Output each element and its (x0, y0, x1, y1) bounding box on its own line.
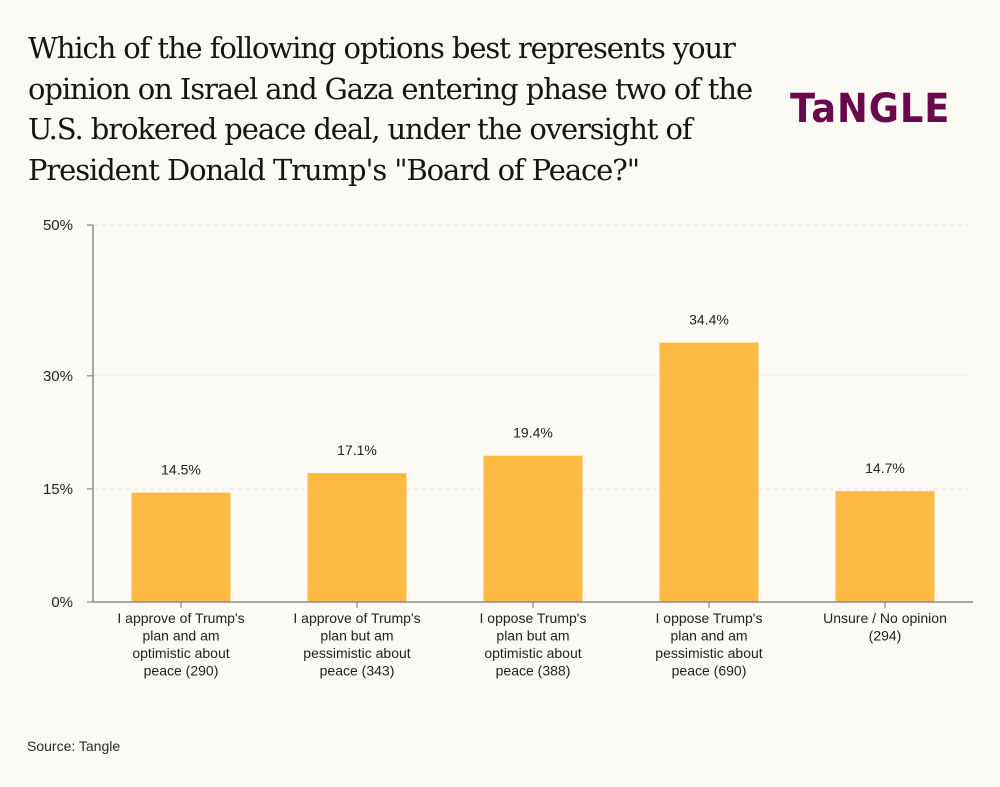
bar-value-label: 34.4% (689, 312, 729, 328)
y-tick-label: 30% (43, 368, 73, 385)
x-category-label-line: I approve of Trump's (117, 610, 244, 626)
bar-value-label: 14.7% (865, 460, 905, 476)
labels: 0% 15% 30% 50% 14.5% I approve of Trump's plan… (43, 217, 947, 679)
x-category-label-line: plan but am (320, 628, 393, 644)
x-category-label: I approve of Trump's plan but am pessimist… (293, 610, 420, 679)
x-category-label-line: optimistic about (484, 645, 581, 661)
x-category-label-line: optimistic about (132, 645, 229, 661)
bar (131, 492, 231, 602)
x-category-label-line: I oppose Trump's (480, 610, 587, 626)
bar-value-label: 19.4% (513, 425, 553, 441)
chart-title: Which of the following options best repr… (28, 31, 753, 187)
x-category-label-line: peace (343) (320, 663, 395, 679)
tangle-logo: TaNGLE (790, 86, 951, 132)
source-note: Source: Tangle (27, 738, 121, 754)
x-category-label-line: plan but am (496, 628, 569, 644)
bar-value-label: 14.5% (161, 462, 201, 478)
x-category-label: Unsure / No opinion (294) (823, 610, 947, 644)
x-category-label-line: pessimistic about (655, 645, 762, 661)
axes (87, 224, 973, 608)
x-category-label-line: peace (690) (672, 663, 747, 679)
x-category-label: I oppose Trump's plan but am optimistic ab… (480, 610, 587, 679)
x-category-label-line: Unsure / No opinion (823, 610, 947, 626)
x-category-label: I oppose Trump's plan and am pessimistic a… (655, 610, 762, 679)
x-category-label-line: peace (290) (144, 663, 219, 679)
x-category-label: I approve of Trump's plan and am optimisti… (117, 610, 244, 679)
y-tick-label: 0% (51, 594, 73, 611)
x-category-label-line: pessimistic about (303, 645, 410, 661)
bar (483, 455, 583, 602)
x-category-label-line: I oppose Trump's (656, 610, 763, 626)
x-category-label-line: (294) (869, 628, 902, 644)
bar (835, 491, 935, 602)
x-category-label-line: peace (388) (496, 663, 571, 679)
bar (659, 342, 759, 602)
bars (131, 342, 935, 602)
bar-value-label: 17.1% (337, 442, 377, 458)
y-tick-label: 15% (43, 481, 73, 498)
gridlines (93, 224, 973, 490)
x-category-label-line: plan and am (670, 628, 747, 644)
x-category-label-line: I approve of Trump's (293, 610, 420, 626)
bar (307, 473, 407, 602)
x-category-label-line: plan and am (142, 628, 219, 644)
y-tick-label: 50% (43, 217, 73, 234)
